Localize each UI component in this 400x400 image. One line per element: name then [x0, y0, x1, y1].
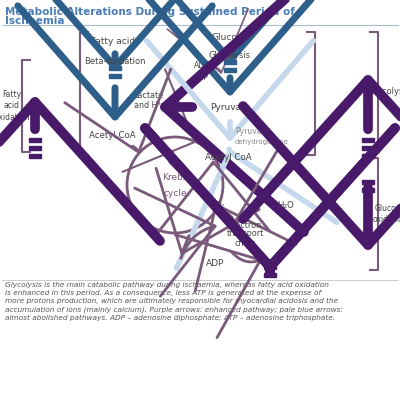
- Text: Glucose: Glucose: [212, 34, 248, 42]
- Text: ATP: ATP: [262, 258, 278, 268]
- Text: O₂: O₂: [215, 200, 225, 210]
- Bar: [29, 146, 41, 150]
- Bar: [109, 66, 121, 70]
- Text: H₂O: H₂O: [277, 200, 293, 210]
- Bar: [362, 146, 374, 150]
- Text: ADP: ADP: [206, 258, 224, 268]
- Text: ADP: ADP: [194, 62, 210, 70]
- Text: Beta-oxidation: Beta-oxidation: [84, 58, 146, 66]
- Text: Glycolysis: Glycolysis: [209, 52, 251, 60]
- Text: Glycolysis is the main catabolic pathway during ischaemia, whereas fatty acid ox: Glycolysis is the main catabolic pathway…: [5, 282, 343, 321]
- Text: and H⁺: and H⁺: [134, 100, 162, 110]
- Bar: [109, 74, 121, 78]
- Text: ATP: ATP: [195, 72, 209, 82]
- Bar: [362, 138, 374, 142]
- Text: dehydrogenase: dehydrogenase: [235, 139, 289, 145]
- Text: transport: transport: [226, 230, 264, 238]
- Bar: [264, 265, 276, 269]
- Text: Fatty acids: Fatty acids: [91, 38, 139, 46]
- Text: Pyruvate: Pyruvate: [235, 128, 269, 136]
- Bar: [264, 273, 276, 277]
- Text: chain: chain: [234, 238, 256, 248]
- Text: Acetyl CoA: Acetyl CoA: [205, 152, 251, 162]
- Bar: [224, 68, 236, 72]
- Bar: [362, 154, 374, 158]
- Text: Ischaemia: Ischaemia: [5, 16, 64, 26]
- Text: Metabolic Alterations During Sustained Period of: Metabolic Alterations During Sustained P…: [5, 7, 295, 17]
- Text: Acetyl CoA: Acetyl CoA: [89, 130, 135, 140]
- Bar: [224, 60, 236, 64]
- Text: Lactate: Lactate: [133, 90, 163, 100]
- Text: Glycolysis: Glycolysis: [369, 88, 400, 96]
- Text: Pyruvate: Pyruvate: [210, 102, 250, 112]
- Bar: [362, 180, 374, 184]
- Bar: [362, 188, 374, 192]
- Bar: [29, 138, 41, 142]
- Text: Electron: Electron: [228, 220, 262, 230]
- Text: Glucose
oxidation: Glucose oxidation: [372, 204, 400, 224]
- Text: Fatty
acid
oxidation: Fatty acid oxidation: [0, 90, 30, 122]
- Text: cycle: cycle: [163, 188, 187, 198]
- Bar: [29, 154, 41, 158]
- Text: Krebs: Krebs: [162, 172, 188, 182]
